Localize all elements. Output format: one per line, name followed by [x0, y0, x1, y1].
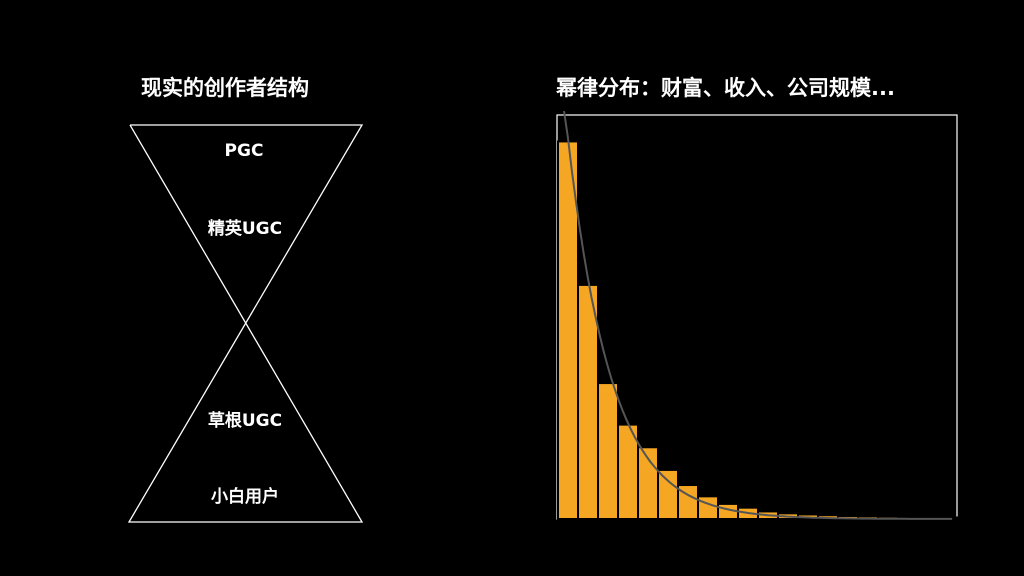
bar-series [557, 140, 959, 521]
bar-6 [657, 468, 679, 521]
bar-8 [697, 495, 719, 520]
power-law-title: 幂律分布：财富、收入、公司规模... [556, 76, 895, 100]
bar-2 [577, 283, 599, 520]
hourglass-title: 现实的创作者结构 [141, 76, 309, 100]
hourglass-diagram [127, 124, 364, 523]
layer-label-novice-users: 小白用户 [211, 487, 279, 507]
layer-label-grassroots-ugc: 草根UGC [207, 411, 283, 431]
bar-3 [597, 382, 619, 520]
decay-curve [563, 110, 953, 520]
layer-label-pgc: PGC [224, 141, 264, 161]
power-law-chart [556, 110, 959, 521]
hourglass-outline [127, 124, 364, 523]
layer-label-elite-ugc: 精英UGC [207, 219, 283, 239]
